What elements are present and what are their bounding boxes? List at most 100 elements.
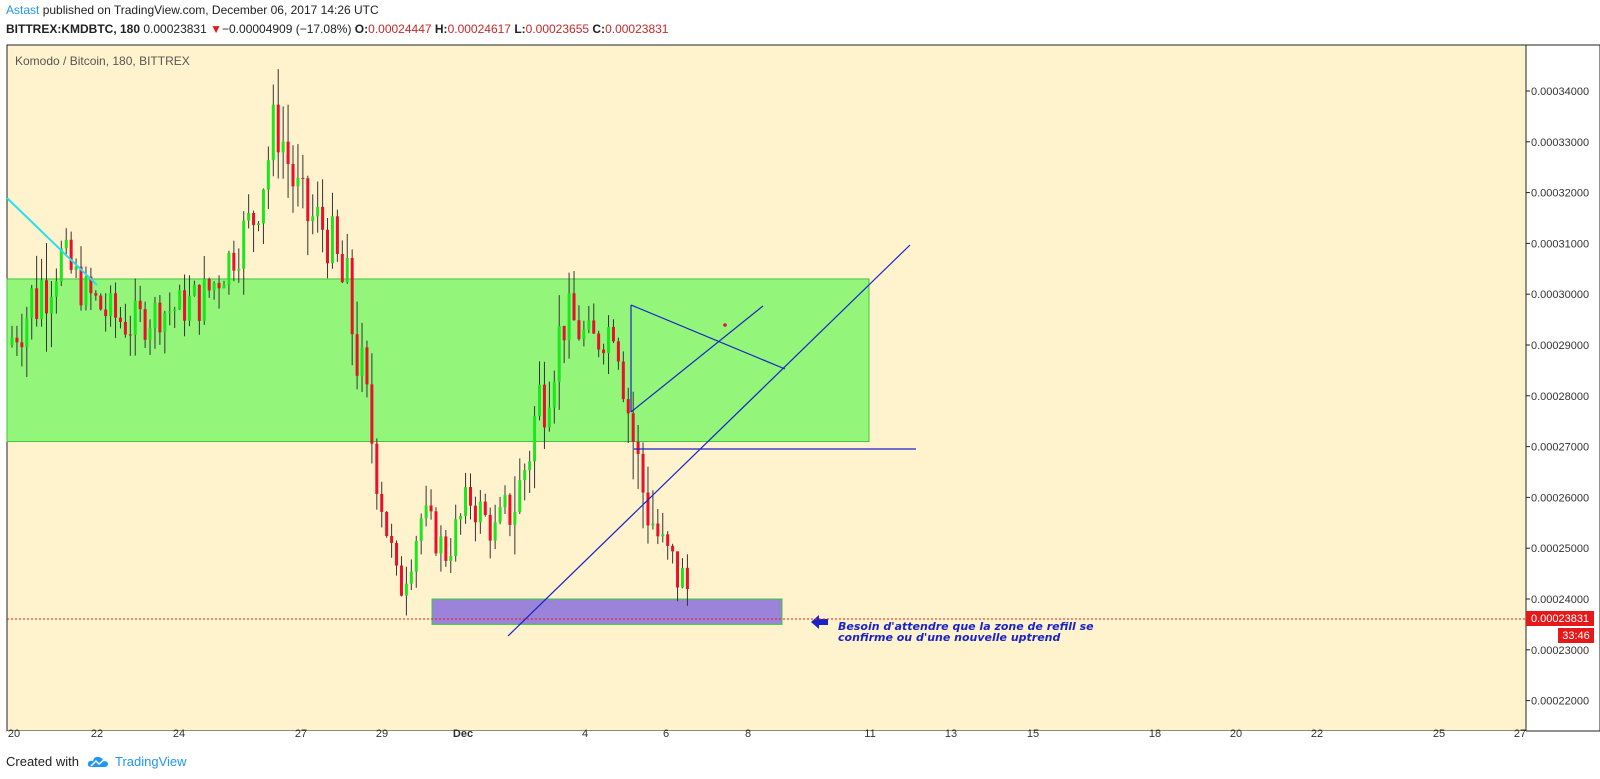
candle-up <box>133 300 137 335</box>
x-tick-label: Dec <box>453 728 473 740</box>
x-tick-label: 29 <box>376 728 388 740</box>
candle-up <box>10 337 14 345</box>
publish-header: Astast published on TradingView.com, Dec… <box>6 3 379 17</box>
y-tick-label: 0.00027000 <box>1531 442 1589 454</box>
x-tick-label: 11 <box>864 728 875 740</box>
candle-down <box>252 212 256 226</box>
candle-down <box>35 288 39 319</box>
candle-down <box>232 252 236 271</box>
last-price-tag <box>1526 611 1594 626</box>
candles-layer <box>10 69 689 616</box>
candle-up <box>538 384 542 416</box>
candle-down <box>340 253 344 283</box>
candle-up <box>587 320 591 330</box>
candle-down <box>89 276 93 294</box>
candle-up <box>547 407 551 428</box>
last-price: 0.00023831 <box>143 22 207 36</box>
candle-up <box>59 248 63 282</box>
tradingview-cloud-icon[interactable] <box>87 755 109 769</box>
candle-up <box>409 571 413 584</box>
candle-up <box>345 258 349 283</box>
candle-down <box>399 565 403 596</box>
candle-down <box>444 536 448 561</box>
candle-down <box>114 293 118 318</box>
candle-down <box>676 551 680 588</box>
candle-down <box>158 302 162 333</box>
triangle-upper-line[interactable] <box>630 304 786 370</box>
candle-up <box>414 540 418 572</box>
x-tick-label: 25 <box>1433 728 1445 740</box>
candle-up <box>557 325 561 382</box>
x-tick-label: 4 <box>582 728 588 740</box>
candle-down <box>542 384 546 428</box>
tradingview-link[interactable]: TradingView <box>114 754 187 769</box>
candle-down <box>365 347 369 385</box>
cyan-downtrend-line[interactable] <box>6 197 98 286</box>
annotation-line-2[interactable]: confirme ou d'une nouvelle uptrend <box>838 631 1061 644</box>
candle-down <box>666 534 670 546</box>
close-value: 0.00023831 <box>605 22 669 36</box>
candle-up <box>163 312 167 333</box>
candle-up <box>173 309 177 312</box>
candle-down <box>626 399 630 414</box>
time-axis-bg <box>7 731 1526 741</box>
candle-up <box>503 494 507 508</box>
candle-up <box>464 487 468 517</box>
y-tick-label: 0.00028000 <box>1531 391 1589 403</box>
candle-down <box>636 441 640 454</box>
candle-down <box>79 266 83 306</box>
candle-down <box>104 309 108 317</box>
candle-down <box>572 293 576 321</box>
countdown-tag <box>1558 628 1594 643</box>
candle-up <box>109 293 113 317</box>
candle-down <box>99 295 103 310</box>
down-arrow-icon: ▼ <box>210 22 222 36</box>
candle-up <box>242 220 246 269</box>
candle-up <box>153 302 157 329</box>
candle-up <box>192 284 196 296</box>
candle-up <box>330 216 334 264</box>
candle-down <box>597 333 601 350</box>
candle-down <box>183 290 187 321</box>
candle-up <box>518 480 522 512</box>
annotation-line-1[interactable]: Besoin d'attendre que la zone de refill … <box>838 620 1094 633</box>
candle-down <box>355 334 359 376</box>
drawings-layer: Besoin d'attendre que la zone de refill … <box>6 197 1094 644</box>
candle-up <box>498 507 502 523</box>
triangle-lower-line[interactable] <box>630 305 764 413</box>
candle-down <box>301 177 305 179</box>
x-tick-label: 27 <box>295 728 307 740</box>
candle-up <box>582 329 586 340</box>
candle-up <box>311 216 315 222</box>
refill-zone <box>431 598 783 625</box>
candle-up <box>148 328 152 340</box>
candle-up <box>168 311 172 313</box>
last-price-tag-text: 0.00023831 <box>1531 613 1589 625</box>
candle-up <box>449 555 453 561</box>
countdown-tag-text: 33:46 <box>1562 630 1590 642</box>
candle-up <box>247 212 251 221</box>
candle-down <box>20 342 24 348</box>
chart-title: Komodo / Bitcoin, 180, BITTREX <box>15 54 190 68</box>
candle-down <box>286 141 290 164</box>
candle-up <box>454 519 458 556</box>
uptrend-line[interactable] <box>507 244 911 637</box>
candle-up <box>40 280 44 319</box>
candle-up <box>222 284 226 289</box>
footer: Created with TradingView <box>6 754 187 770</box>
author-link[interactable]: Astast <box>6 3 40 17</box>
open-value: 0.00024447 <box>368 22 432 36</box>
symbol-name[interactable]: BITTREX:KMDBTC, 180 <box>6 22 141 36</box>
candle-down <box>577 320 581 340</box>
candle-down <box>45 280 49 314</box>
high-label: H: <box>434 22 448 36</box>
candle-up <box>25 317 29 348</box>
published-text: published on TradingView.com, December 0… <box>42 3 379 17</box>
candle-down <box>118 317 122 322</box>
candle-up <box>680 567 684 588</box>
candle-up <box>552 381 556 408</box>
candle-down <box>306 178 310 222</box>
x-tick-label: 15 <box>1027 728 1039 740</box>
candle-up <box>202 279 206 321</box>
